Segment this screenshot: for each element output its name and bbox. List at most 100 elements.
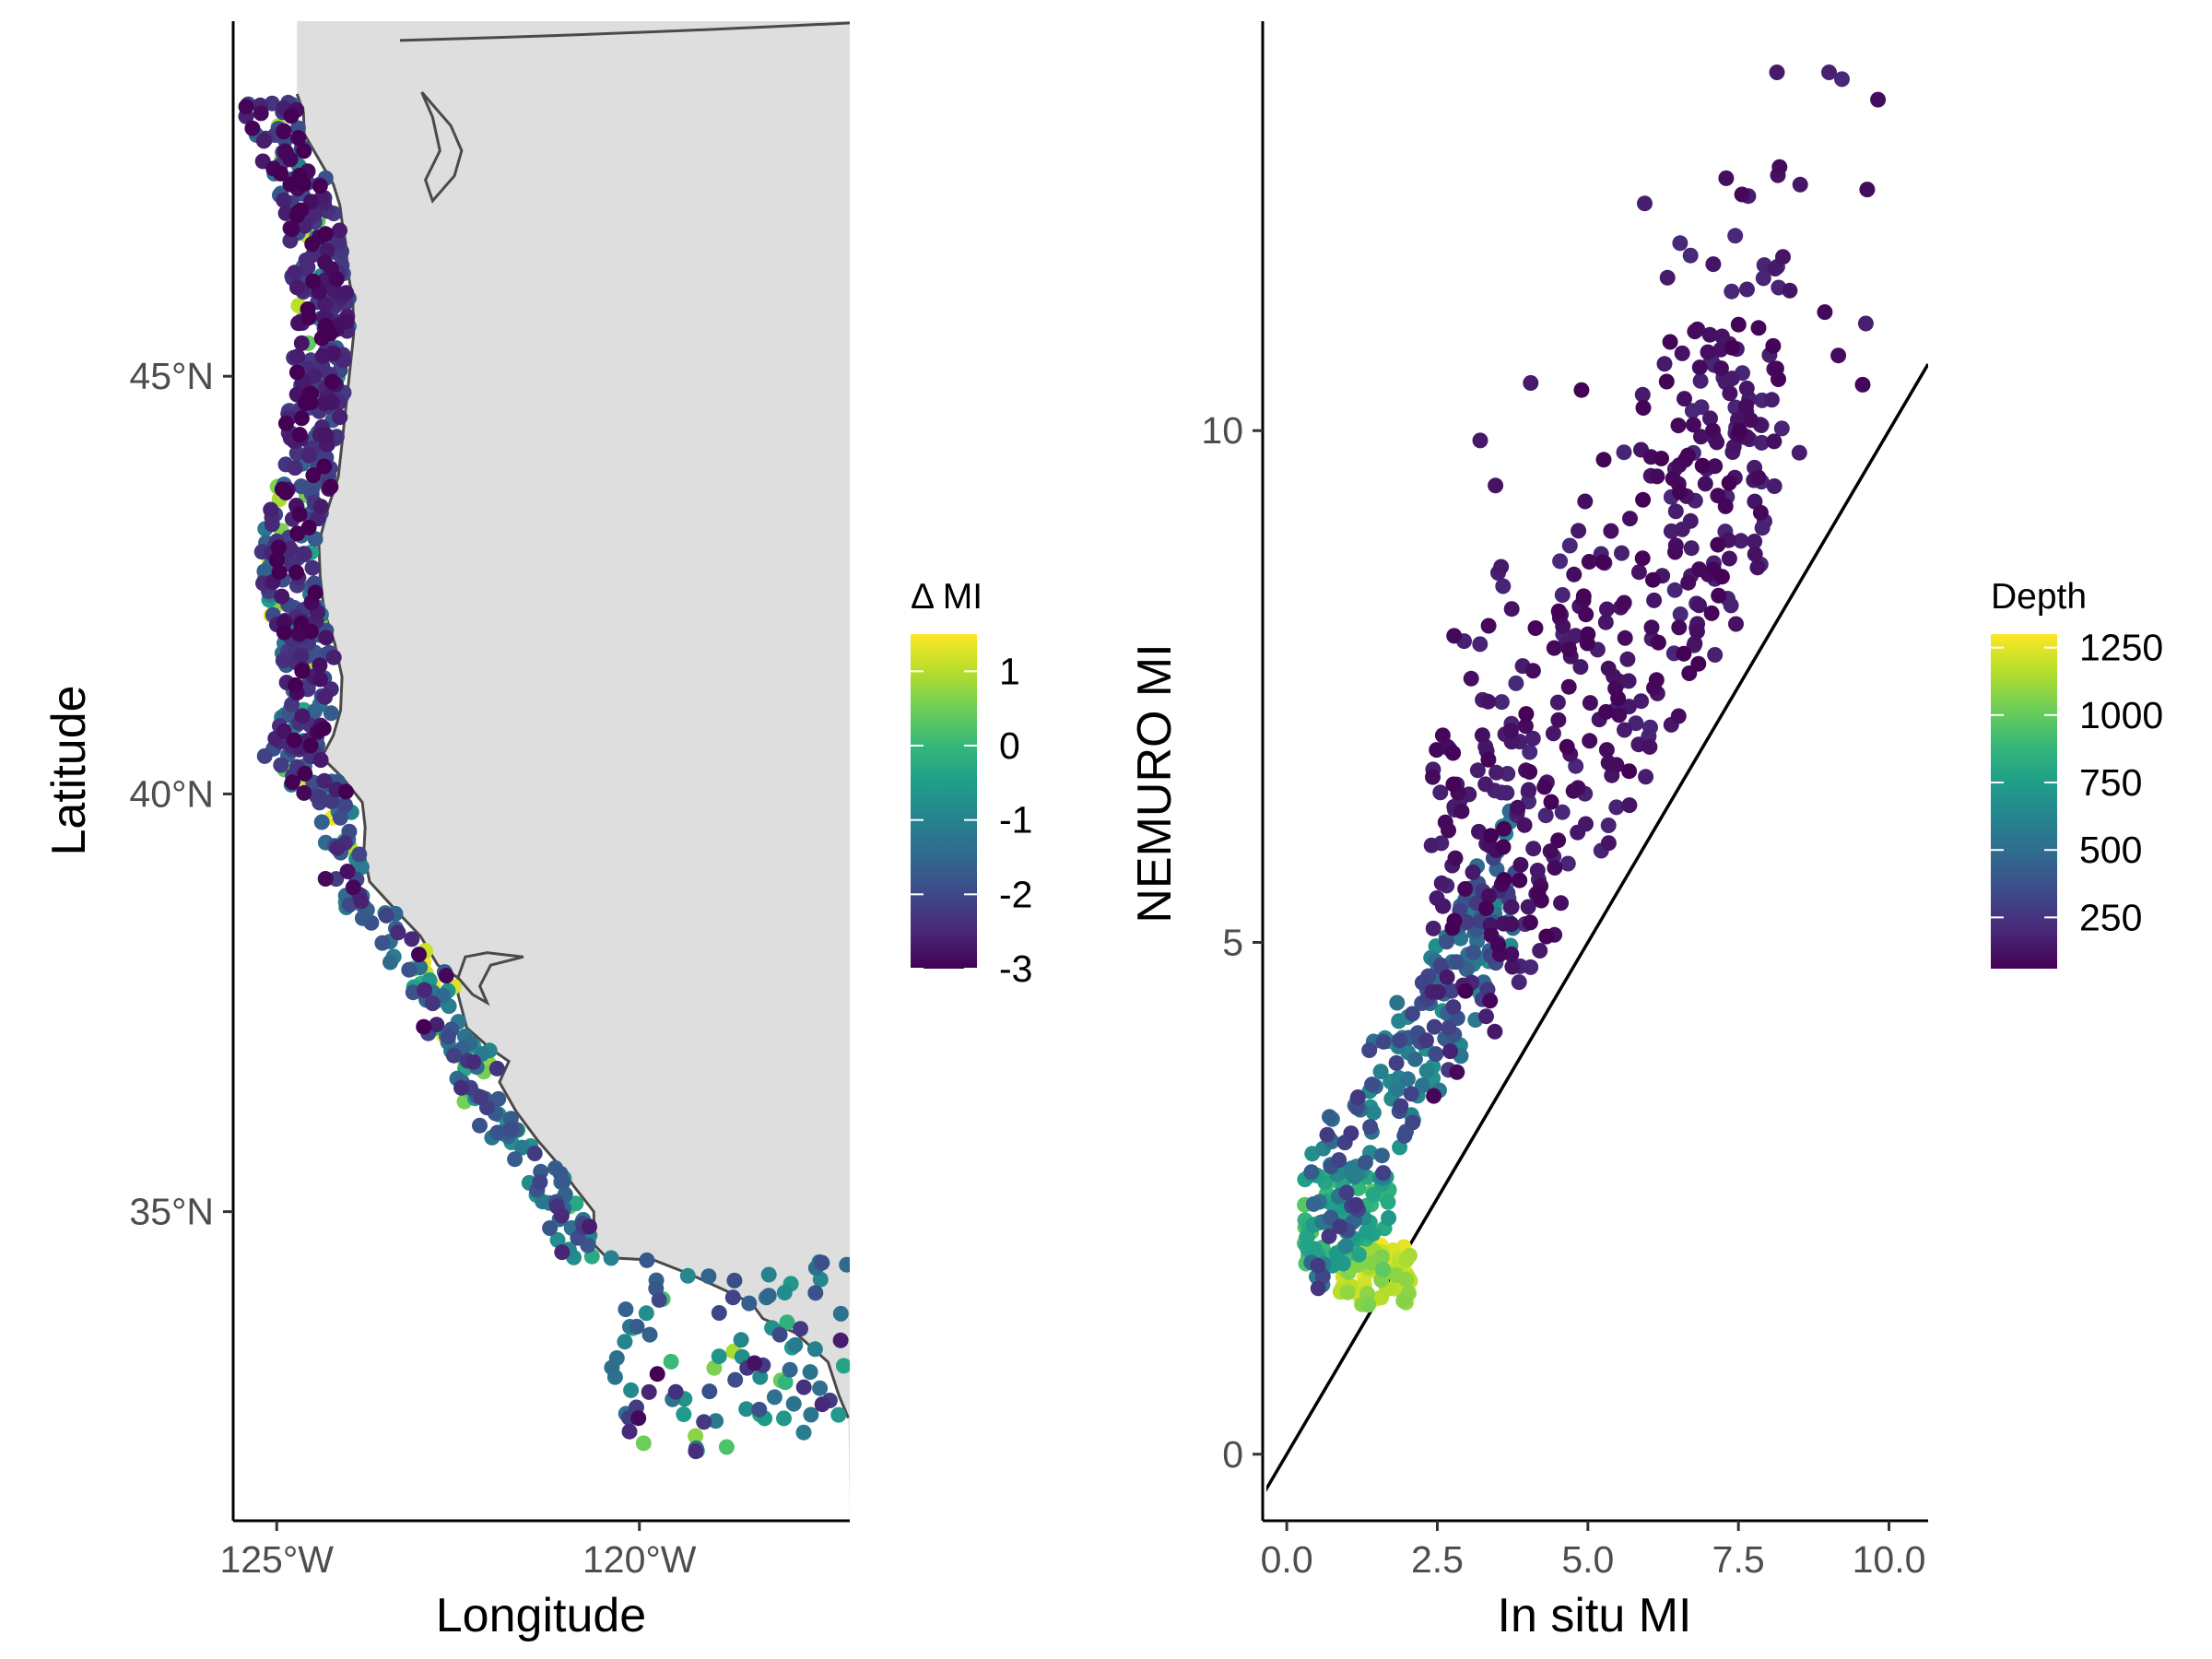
map-point <box>604 1359 620 1376</box>
map-point <box>312 178 328 194</box>
map-point <box>302 737 319 754</box>
scatter-point <box>1725 439 1742 455</box>
scatter-point <box>1523 375 1539 391</box>
scatter-point <box>1388 1267 1405 1283</box>
map-point <box>472 1117 488 1134</box>
map-point <box>273 757 289 773</box>
map-point <box>733 1332 749 1348</box>
map-point <box>294 708 311 724</box>
scatter-plot-area <box>1266 65 1928 1492</box>
scatter-point <box>1428 1046 1444 1063</box>
map-point <box>766 1389 782 1406</box>
scatter-point <box>1567 628 1583 644</box>
map-x-tick-label: 125°W <box>219 1538 334 1581</box>
scatter-point <box>1542 843 1559 860</box>
scatter-point <box>1672 235 1688 252</box>
scatter-point <box>1603 523 1619 539</box>
scatter-point <box>1550 832 1567 849</box>
scatter-point <box>1389 994 1406 1011</box>
scatter-point <box>1472 636 1488 653</box>
map-point <box>417 982 432 998</box>
map-point <box>291 506 308 523</box>
scatter-point <box>1561 537 1578 554</box>
scatter-point <box>1634 550 1651 567</box>
scatter-point <box>1581 554 1597 570</box>
map-point <box>700 1268 717 1285</box>
scatter-point <box>1577 493 1594 510</box>
scatter-point <box>1349 1089 1366 1105</box>
map-point <box>276 192 292 208</box>
scatter-point <box>1372 1064 1389 1080</box>
map-point <box>760 1288 777 1304</box>
map-point <box>353 893 370 910</box>
scatter-point <box>1480 618 1497 634</box>
scatter-point <box>1691 359 1708 376</box>
scatter-point <box>1641 738 1658 755</box>
scatter-point <box>1621 763 1638 780</box>
map-point <box>302 394 319 411</box>
scatter-point <box>1707 458 1724 475</box>
map-point <box>711 1348 727 1365</box>
scatter-point <box>1830 347 1847 364</box>
map-point <box>294 663 311 679</box>
scatter-point <box>1437 814 1453 830</box>
map-point <box>274 588 290 605</box>
scatter-point <box>1510 799 1526 816</box>
scatter-point <box>1610 690 1627 707</box>
scatter-point <box>1570 824 1586 841</box>
scatter-point <box>1359 1224 1375 1240</box>
scatter-point <box>1322 1109 1337 1125</box>
map-point <box>306 703 323 720</box>
map-point <box>256 747 273 764</box>
map-point <box>317 871 334 887</box>
map-point <box>549 1231 566 1248</box>
map-point <box>635 1435 652 1452</box>
scatter-point <box>1445 999 1462 1016</box>
scatter-point <box>1717 498 1734 514</box>
scatter-point <box>1679 447 1696 464</box>
scatter-point <box>1622 511 1638 527</box>
scatter-point <box>1423 837 1440 853</box>
scatter-point <box>1580 626 1596 642</box>
scatter-point <box>1701 326 1718 343</box>
scatter-point <box>1582 695 1598 712</box>
map-point <box>291 427 308 443</box>
scatter-point <box>1414 974 1430 991</box>
map-point <box>332 809 348 826</box>
map-point <box>688 1443 704 1460</box>
map-point <box>276 624 292 641</box>
map-point <box>274 481 290 498</box>
scatter-point <box>1493 694 1510 711</box>
map-point <box>325 649 342 665</box>
map-point <box>752 1369 769 1385</box>
scatter-point <box>1677 391 1692 407</box>
map-point <box>802 1364 818 1381</box>
scatter-point <box>1512 856 1529 873</box>
scatter-point <box>1614 545 1630 561</box>
scatter-point <box>1662 334 1678 350</box>
map-point <box>287 265 303 281</box>
scatter-point <box>1554 804 1571 820</box>
scatter-point <box>1472 432 1488 449</box>
scatter-point <box>1666 582 1683 598</box>
scatter-point <box>1511 974 1527 991</box>
scatter-point <box>1496 872 1512 888</box>
scatter-point <box>1728 616 1744 632</box>
scatter-point <box>1483 828 1500 844</box>
scatter-point <box>1465 864 1481 880</box>
scatter-point <box>1517 718 1534 735</box>
map-point <box>293 410 310 427</box>
map-point <box>814 1396 830 1413</box>
scatter-legend-title: Depth <box>1991 577 2087 617</box>
map-point <box>324 794 340 809</box>
map-point <box>507 1151 524 1168</box>
map-point <box>630 1410 647 1427</box>
scatter-point <box>1775 249 1791 265</box>
scatter-point <box>1332 1218 1348 1235</box>
scatter-point <box>1737 398 1754 415</box>
scatter-point <box>1749 559 1766 576</box>
scatter-point <box>1687 635 1703 652</box>
map-point <box>741 1295 758 1312</box>
scatter-point <box>1481 888 1497 904</box>
scatter-point <box>1653 451 1669 466</box>
